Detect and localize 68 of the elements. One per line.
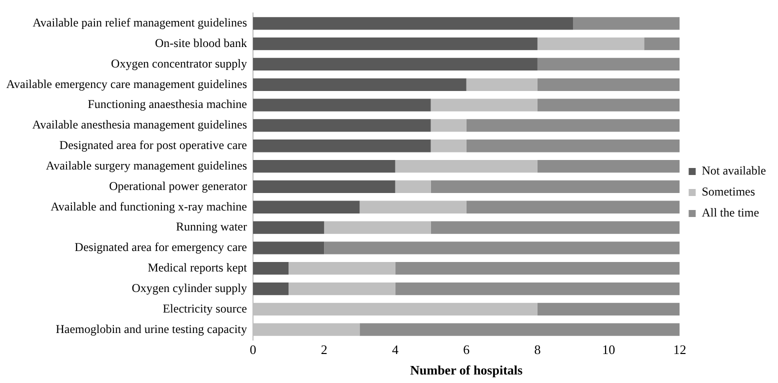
bar [324,242,680,254]
bar [288,262,396,275]
y-tick-label: Designated area for post operative care [59,138,247,152]
y-tick-label: Available pain relief management guidelines [32,16,248,30]
bar [324,221,431,234]
x-tick-label: 8 [534,342,541,358]
bar [253,160,396,173]
bar [253,78,466,91]
y-tick-label: Oxygen concentrator supply [111,56,247,70]
bar [395,282,680,296]
legend-label: Not available [702,164,766,178]
bar [395,262,680,275]
bar [537,302,680,316]
bar [430,221,680,234]
legend-label: Sometimes [702,184,756,199]
bar [430,119,466,132]
bar [466,78,538,91]
bar [537,160,680,173]
bar [253,140,431,152]
bar [253,200,360,214]
bar [360,323,680,336]
x-tick-label: 6 [463,342,470,358]
bar [395,160,538,173]
bar [253,242,324,254]
bar [466,140,680,152]
x-tick-label: 10 [602,342,616,358]
x-tick-label: 2 [320,342,328,358]
bar [253,98,431,112]
y-tick-label: Available and functioning x-ray machine [50,199,247,214]
bar [360,200,466,214]
y-tick-label: Medical reports kept [148,260,248,275]
y-tick-label: Oxygen cylinder supply [132,280,247,295]
y-tick-label: Running water [176,220,247,234]
y-tick-label: Haemoglobin and urine testing capacity [56,322,247,336]
bar [537,37,644,50]
bar [573,17,680,30]
y-tick-label: Designated area for emergency care [74,240,247,254]
x-axis-title: Number of hospitals [410,362,523,378]
y-tick-label: Available anesthesia management guidelines [32,118,248,132]
bar [288,282,396,296]
bar [253,119,431,132]
x-tick-label: 0 [250,342,256,358]
y-tick-label: Functioning anaesthesia machine [88,97,247,112]
bar [466,119,680,132]
bar [253,221,324,234]
y-tick-label: Available emergency care management guidelines [6,76,248,91]
bar [395,180,431,194]
y-tick-label: Electricity source [162,301,247,316]
y-tick-label: On-site blood bank [155,36,247,50]
bar [253,262,289,275]
bar [537,98,680,112]
bar [253,58,538,71]
y-tick-label: Operational power generator [109,178,247,193]
bar [430,98,538,112]
bar [537,58,680,71]
bar [537,78,680,91]
bar [253,37,538,50]
bar [430,140,466,152]
bar [253,282,289,296]
bar [466,200,680,214]
x-tick-label: 12 [673,342,686,358]
bar [253,17,574,30]
x-tick-label: 4 [392,342,399,358]
bar [644,37,680,50]
legend-label: All the time [702,206,760,220]
bar [253,180,396,194]
y-tick-label: Available surgery management guidelines [46,158,248,172]
bar [430,180,680,194]
